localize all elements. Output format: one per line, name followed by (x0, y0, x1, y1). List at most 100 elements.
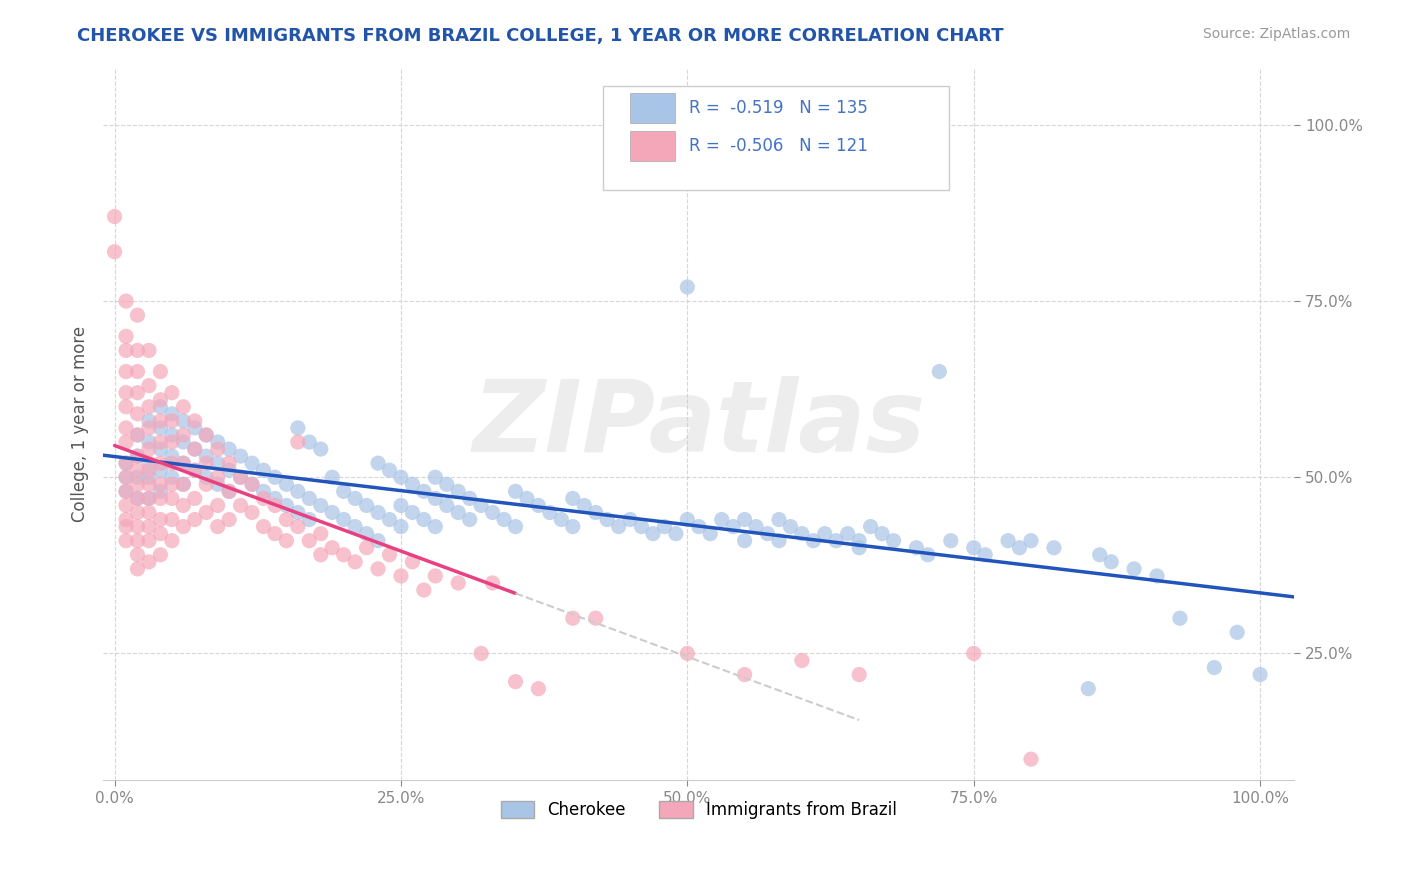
Point (619, 512, 641, 526)
Point (367, 562, 389, 576)
Point (127, 428, 149, 442)
Point (436, 477, 458, 491)
Point (561, 491, 583, 506)
Point (184, 463, 207, 477)
Point (585, 611, 607, 625)
Point (138, 414, 160, 428)
Point (115, 456, 138, 470)
Text: CHEROKEE VS IMMIGRANTS FROM BRAZIL COLLEGE, 1 YEAR OR MORE CORRELATION CHART: CHEROKEE VS IMMIGRANTS FROM BRAZIL COLLE… (77, 27, 1004, 45)
Point (138, 463, 160, 477)
Point (1019, 533, 1042, 548)
Point (160, 477, 183, 491)
Point (172, 400, 194, 414)
Point (721, 519, 744, 533)
Point (138, 555, 160, 569)
Point (149, 463, 172, 477)
Point (974, 548, 997, 562)
Point (264, 491, 287, 506)
Point (1043, 541, 1066, 555)
Point (160, 533, 183, 548)
Point (859, 519, 882, 533)
Point (115, 533, 138, 548)
Point (160, 470, 183, 484)
Point (538, 506, 561, 520)
Text: R =  -0.506   N = 121: R = -0.506 N = 121 (689, 137, 868, 155)
Point (138, 506, 160, 520)
Point (172, 456, 194, 470)
Point (184, 491, 207, 506)
Point (790, 653, 813, 667)
Point (127, 519, 149, 533)
Point (412, 582, 434, 597)
Point (425, 569, 447, 583)
Point (883, 533, 905, 548)
Point (195, 506, 218, 520)
Point (481, 576, 503, 591)
Point (127, 477, 149, 491)
Point (332, 484, 354, 499)
Point (172, 477, 194, 491)
Point (149, 491, 172, 506)
Point (115, 499, 138, 513)
Point (321, 506, 343, 520)
Point (356, 499, 378, 513)
Point (229, 449, 252, 463)
Point (207, 442, 229, 456)
Point (195, 449, 218, 463)
Point (115, 519, 138, 533)
Point (115, 421, 138, 435)
Point (218, 512, 240, 526)
Point (127, 533, 149, 548)
Point (127, 562, 149, 576)
Point (458, 491, 481, 506)
Point (207, 477, 229, 491)
Point (287, 506, 309, 520)
Point (1099, 555, 1122, 569)
Point (138, 491, 160, 506)
Point (172, 435, 194, 450)
Point (138, 519, 160, 533)
Point (127, 506, 149, 520)
Point (287, 435, 309, 450)
Point (252, 484, 274, 499)
Point (127, 449, 149, 463)
Point (332, 512, 354, 526)
Point (641, 526, 664, 541)
Point (127, 385, 149, 400)
Point (115, 484, 138, 499)
Point (115, 365, 138, 379)
Point (149, 400, 172, 414)
Point (115, 400, 138, 414)
Point (138, 470, 160, 484)
Point (481, 506, 503, 520)
Point (127, 343, 149, 358)
Point (138, 378, 160, 392)
Point (585, 506, 607, 520)
Point (1204, 660, 1226, 674)
Point (115, 329, 138, 343)
Point (138, 343, 160, 358)
Point (378, 548, 401, 562)
Point (115, 484, 138, 499)
Point (378, 512, 401, 526)
Point (596, 512, 619, 526)
Point (768, 533, 790, 548)
Point (160, 428, 183, 442)
Point (389, 499, 412, 513)
Point (149, 365, 172, 379)
Point (229, 470, 252, 484)
Point (207, 519, 229, 533)
Point (264, 470, 287, 484)
Point (149, 414, 172, 428)
Point (367, 506, 389, 520)
Point (138, 435, 160, 450)
Point (115, 456, 138, 470)
Point (160, 435, 183, 450)
Point (138, 442, 160, 456)
Point (699, 526, 721, 541)
Point (917, 548, 939, 562)
Point (172, 499, 194, 513)
Point (276, 477, 298, 491)
Point (184, 421, 207, 435)
Point (332, 548, 354, 562)
